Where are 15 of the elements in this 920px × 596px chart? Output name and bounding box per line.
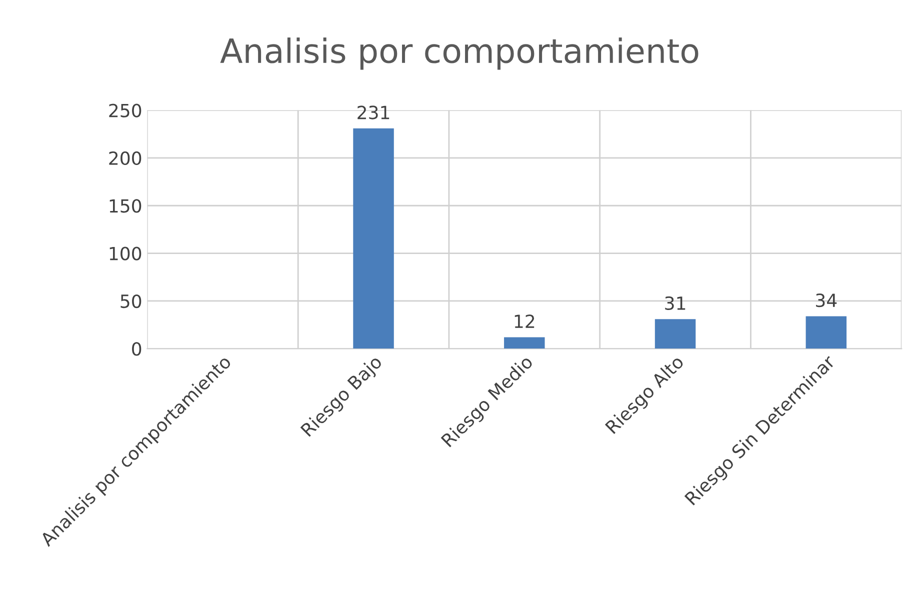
chart-title: Analisis por comportamiento xyxy=(220,38,698,70)
data-label: 31 xyxy=(665,296,686,310)
y-tick-label: 100 xyxy=(110,246,142,260)
data-label: 34 xyxy=(816,294,837,308)
bar xyxy=(654,319,696,349)
y-tick-label: 150 xyxy=(110,199,142,213)
data-label: 12 xyxy=(514,314,534,328)
y-tick-label: 50 xyxy=(120,294,142,308)
y-tick-label: 200 xyxy=(109,151,142,166)
bar xyxy=(806,316,847,349)
y-tick-label: 0 xyxy=(132,342,142,356)
bar xyxy=(504,337,545,349)
data-label: 231 xyxy=(358,106,390,120)
y-tick-label: 250 xyxy=(109,104,142,118)
bar xyxy=(353,128,394,349)
